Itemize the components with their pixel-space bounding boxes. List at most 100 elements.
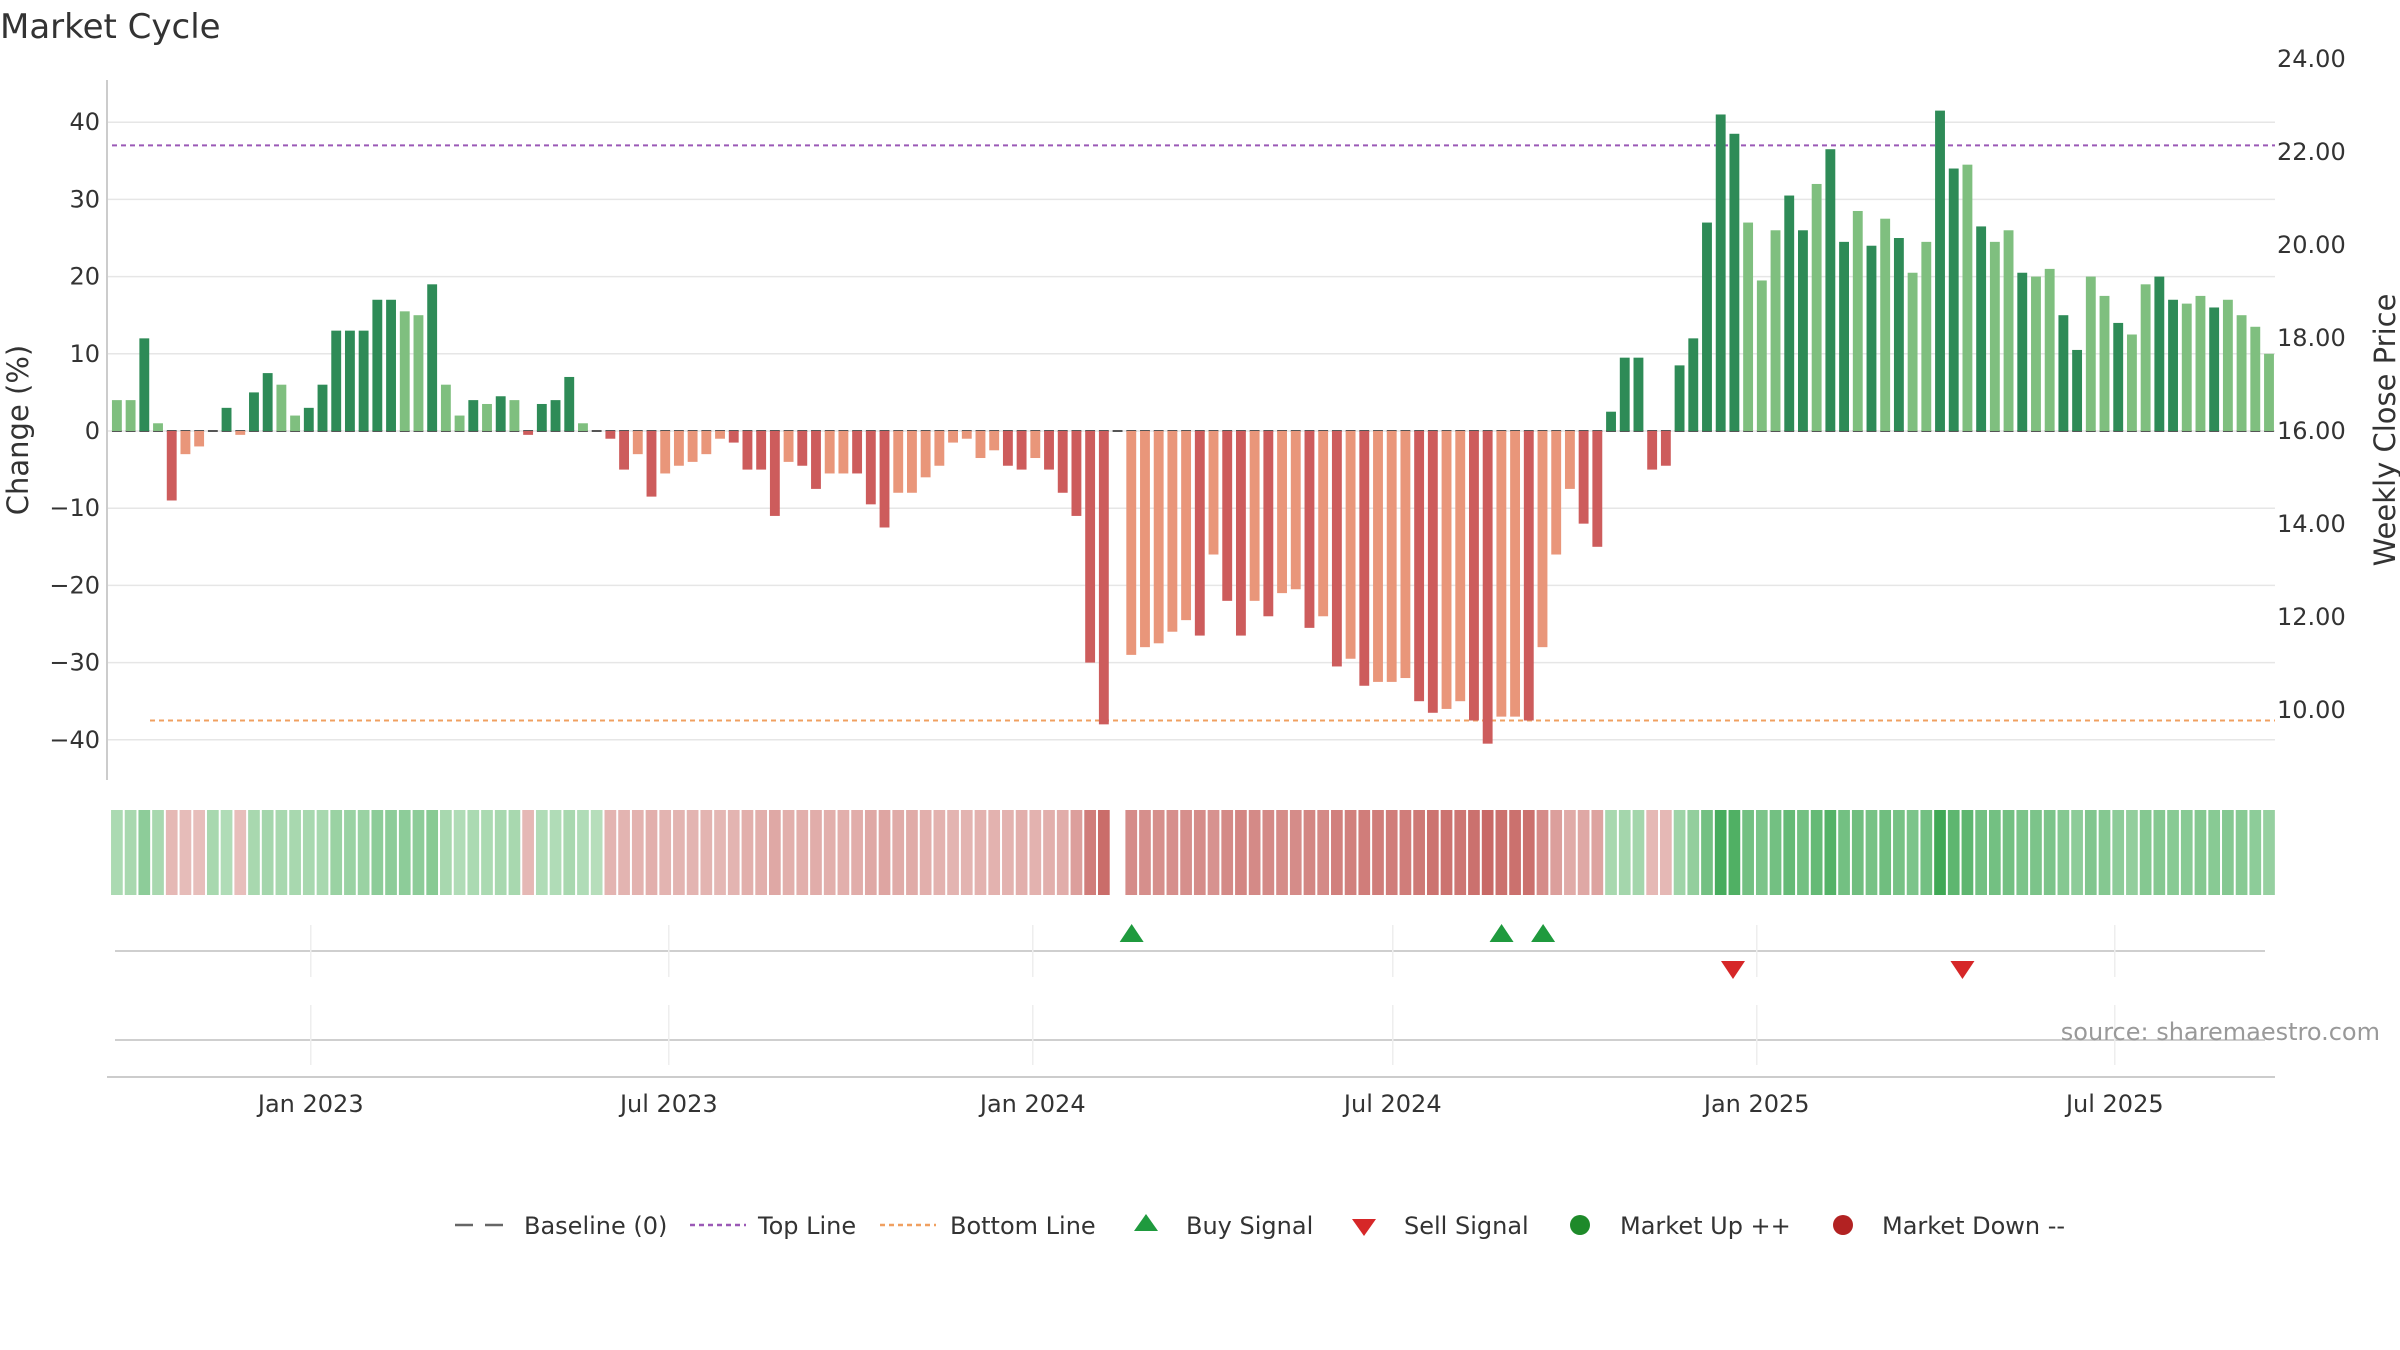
heat-cell: [2057, 810, 2070, 895]
heat-cell: [631, 810, 644, 895]
change-bar: [1907, 272, 1918, 431]
heat-cell: [2112, 810, 2125, 895]
legend-item: Market Up ++: [1570, 1212, 1791, 1240]
change-bar: [440, 384, 451, 431]
heat-cell: [2208, 810, 2221, 895]
heat-cell: [1002, 810, 1014, 895]
change-bar: [1743, 222, 1754, 431]
change-bar: [1345, 431, 1356, 659]
change-bar: [673, 431, 684, 466]
change-bar: [1455, 431, 1466, 702]
heat-cell: [1988, 810, 2001, 895]
heat-cell: [1728, 810, 1741, 895]
change-bar: [495, 396, 506, 431]
heat-cell: [426, 810, 439, 895]
heat-cell: [1920, 810, 1933, 895]
change-bar: [1564, 431, 1575, 489]
heat-cell: [906, 810, 918, 895]
heat-cell: [248, 810, 260, 895]
y-tick-label: 20: [69, 263, 100, 291]
buy-signal-marker: [1119, 924, 1144, 942]
legend-label: Bottom Line: [950, 1212, 1096, 1240]
heat-cell: [2016, 810, 2029, 895]
change-bar: [783, 431, 794, 462]
change-bar: [1057, 431, 1068, 493]
change-bar: [523, 431, 534, 435]
heat-cell: [1618, 810, 1631, 895]
heat-cell: [289, 810, 301, 895]
heat-cell: [1276, 810, 1288, 895]
heat-cell: [1783, 810, 1796, 895]
change-bar: [2126, 334, 2137, 431]
heat-cell: [1413, 810, 1425, 895]
change-bar: [797, 431, 808, 466]
legend-item: Top Line: [690, 1212, 856, 1240]
heat-cell: [2084, 810, 2097, 895]
legend-item: Market Down --: [1833, 1212, 2065, 1240]
change-bar: [1222, 431, 1233, 601]
heat-cell: [1070, 810, 1083, 895]
heat-cell: [1207, 810, 1220, 895]
heat-cell: [1838, 810, 1850, 895]
change-bar: [2168, 299, 2178, 431]
heat-cell: [2043, 810, 2056, 895]
change-bar: [2250, 326, 2261, 431]
change-bar: [1702, 222, 1712, 431]
heat-cell: [1056, 810, 1069, 895]
sell-signal-marker: [1721, 961, 1745, 979]
heat-cell: [2153, 810, 2166, 895]
legend-item: Buy Signal: [1134, 1212, 1313, 1240]
change-bar: [303, 407, 314, 431]
change-bar: [125, 400, 136, 431]
change-bar: [2017, 272, 2028, 431]
heat-cell: [302, 810, 315, 895]
change-bar: [1798, 230, 1808, 431]
heat-cell: [1742, 810, 1754, 895]
legend-label: Top Line: [757, 1212, 856, 1240]
change-bar: [262, 373, 273, 431]
heat-cell: [508, 810, 521, 895]
change-bars: [111, 110, 2274, 744]
change-bar: [1756, 280, 1767, 431]
change-bar: [2209, 307, 2220, 431]
legend-label: Buy Signal: [1186, 1212, 1313, 1240]
heat-cell: [1646, 810, 1659, 895]
change-bar: [811, 431, 821, 489]
change-bar: [1592, 431, 1603, 547]
change-bar: [1030, 431, 1041, 459]
change-bar: [221, 407, 232, 431]
change-bar: [1304, 431, 1315, 628]
change-bar: [1044, 431, 1054, 470]
heat-cell: [1522, 810, 1535, 895]
change-bar: [2031, 276, 2041, 431]
heat-cell: [165, 810, 178, 895]
heat-cell: [604, 810, 617, 895]
change-bar: [742, 431, 753, 470]
change-bar: [468, 400, 479, 431]
heat-cell: [1577, 810, 1590, 895]
heat-cell: [1372, 810, 1384, 895]
heat-cell: [2126, 810, 2138, 895]
heat-cell: [1043, 810, 1055, 895]
change-bar: [1235, 431, 1246, 636]
reference-lines: [112, 144, 2275, 722]
change-bar: [166, 431, 177, 501]
change-bar: [920, 431, 931, 478]
change-bar: [619, 431, 630, 470]
change-bar: [1893, 238, 1904, 431]
change-bar: [1400, 431, 1411, 679]
change-bar: [564, 376, 575, 431]
heat-cell: [1015, 810, 1028, 895]
heat-cell: [2167, 810, 2179, 895]
y-tick-label: 10: [69, 340, 100, 368]
change-bar: [1208, 431, 1219, 555]
heat-cell: [1331, 810, 1343, 895]
change-bar: [1578, 431, 1589, 524]
change-bar: [180, 431, 191, 455]
heat-cell: [1399, 810, 1412, 895]
heat-cell: [1632, 810, 1645, 895]
change-bar: [1386, 431, 1397, 682]
legend-label: Sell Signal: [1404, 1212, 1529, 1240]
signal-markers: [1119, 924, 1975, 979]
change-bar: [1318, 431, 1329, 617]
